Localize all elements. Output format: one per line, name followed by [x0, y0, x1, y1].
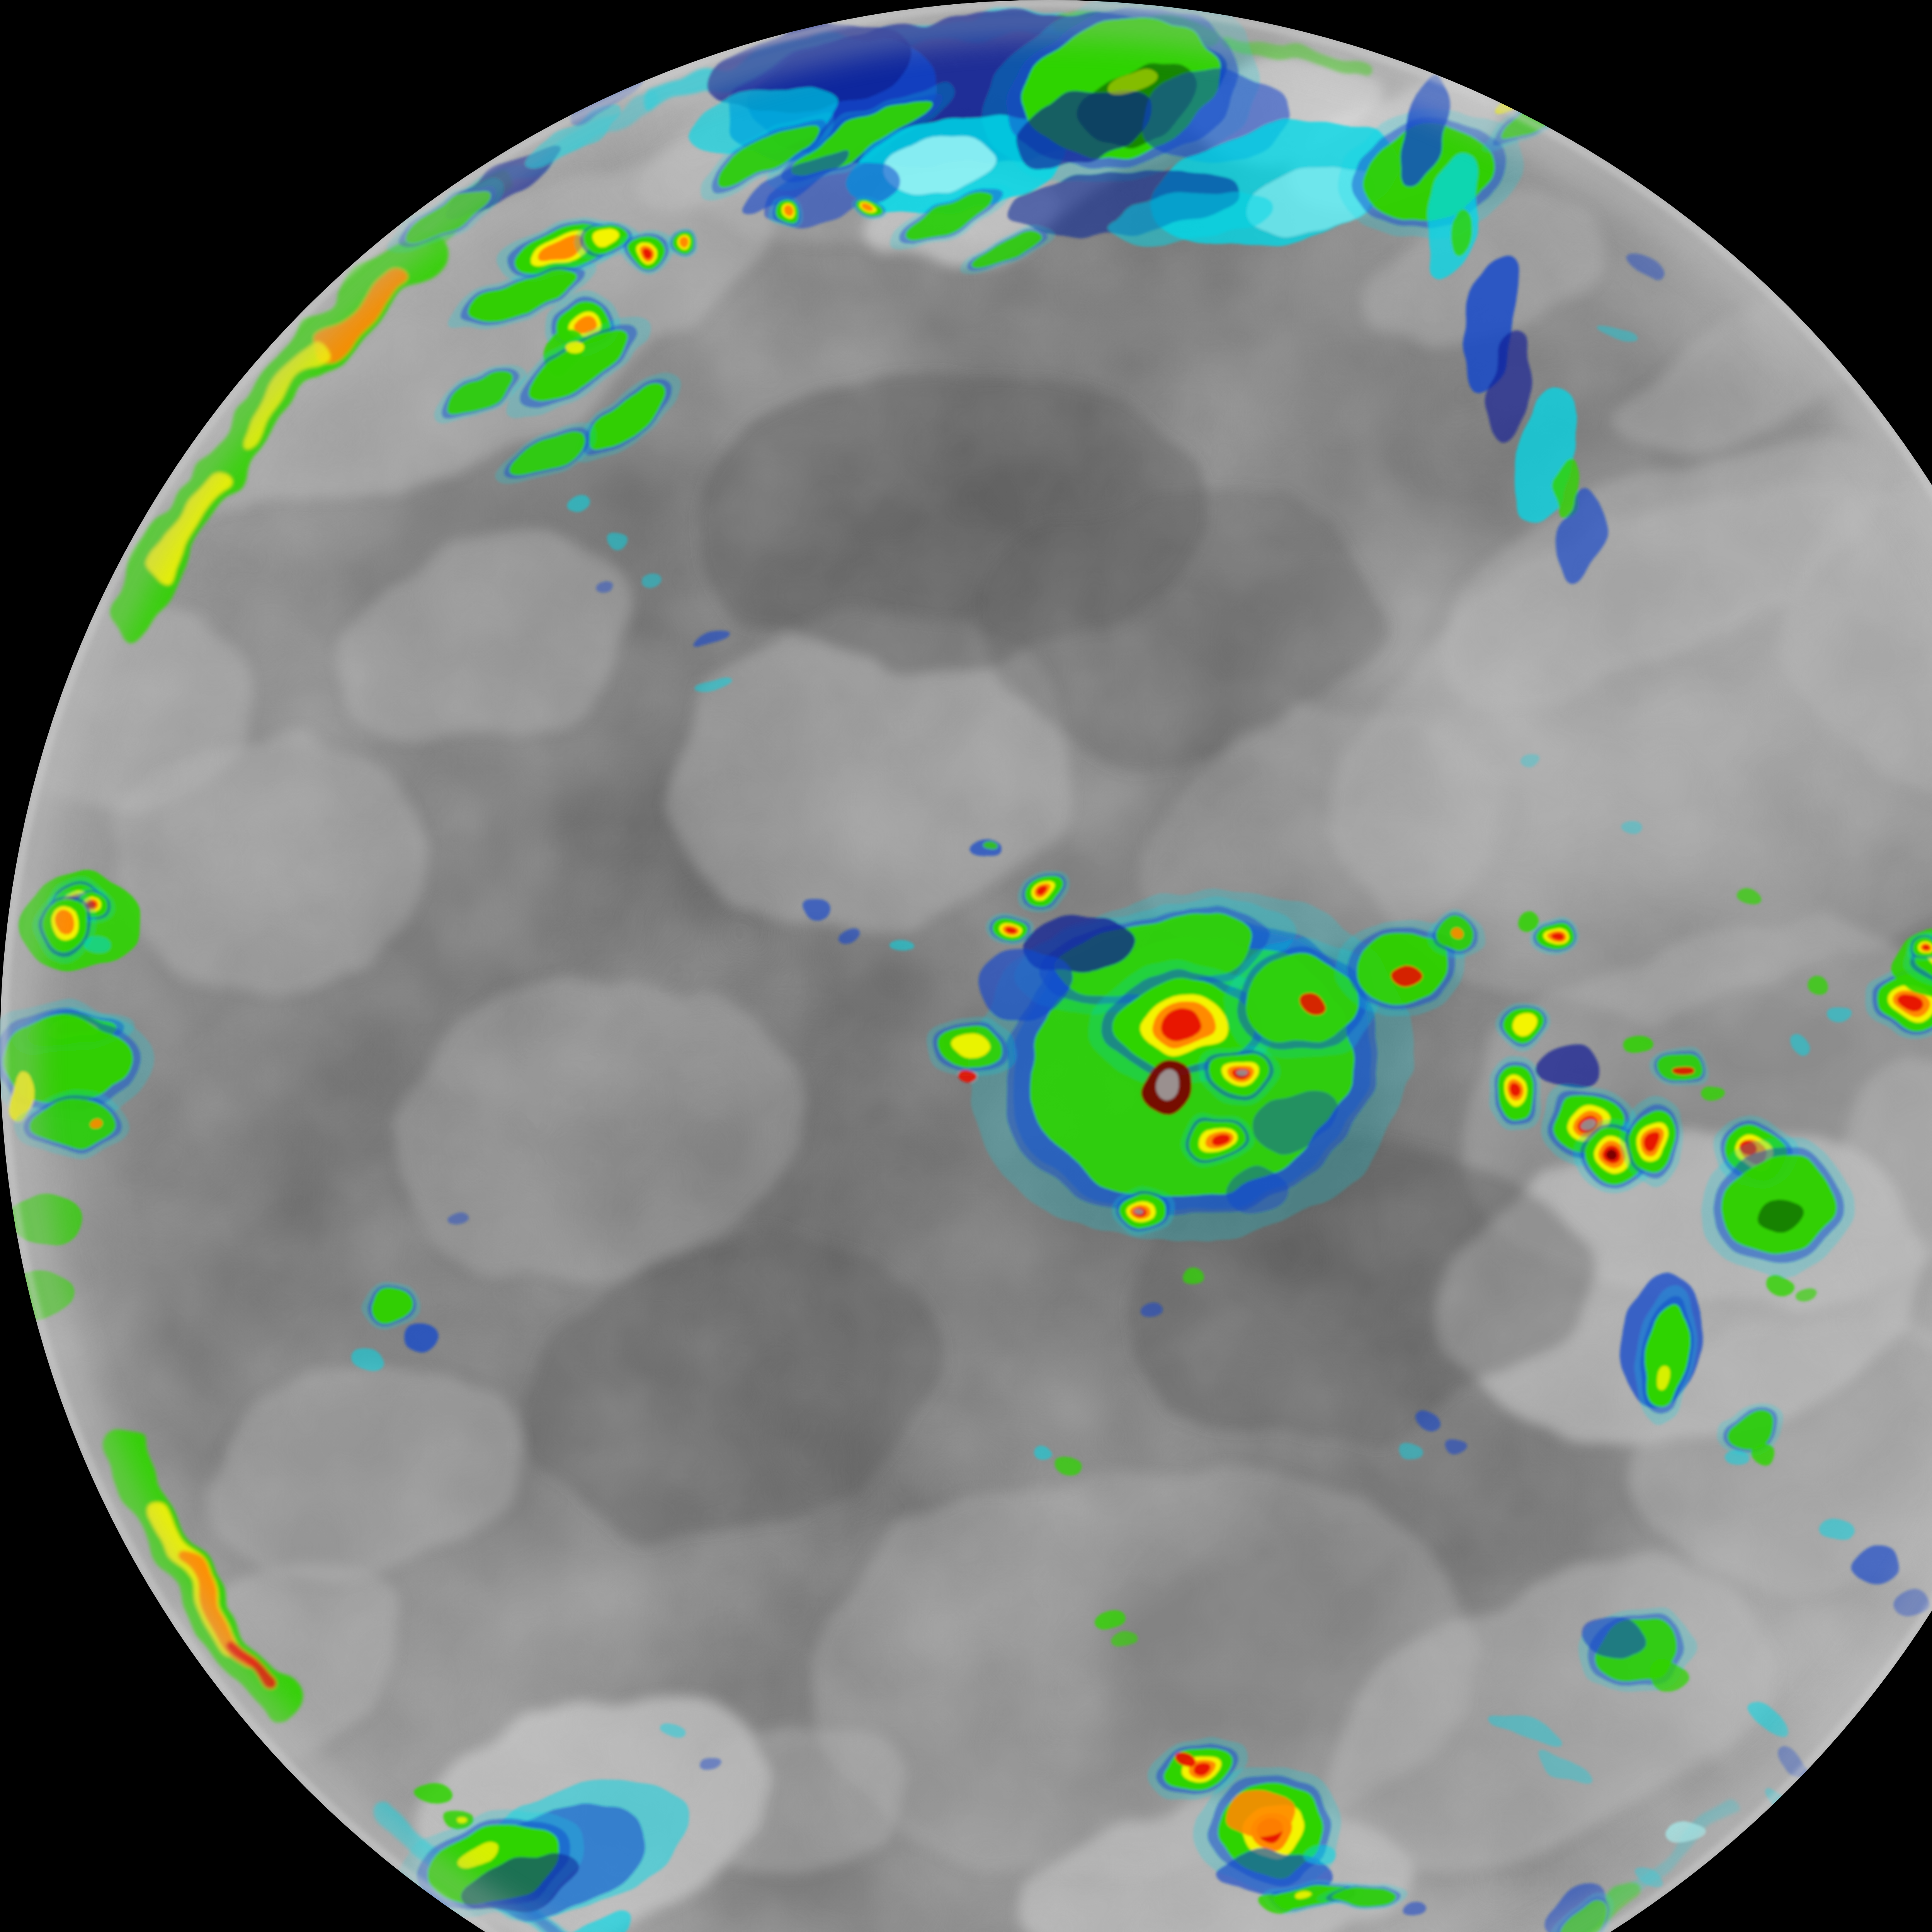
- cold-top-dot: [982, 844, 996, 853]
- storm-orange-level: [867, 206, 876, 213]
- storm-orange-level: [677, 241, 687, 250]
- enhancement-patch: [701, 1755, 721, 1769]
- enhancement-patch: [1822, 1517, 1850, 1537]
- enhancement-patch: [1307, 1845, 1338, 1864]
- enhancement-patch: [1515, 910, 1539, 930]
- satellite-full-disk-image: Full-disk geostationary satellite infrar…: [0, 0, 1932, 1932]
- cold-top-dot: [1299, 1888, 1313, 1896]
- storm-yellow-level: [1509, 1017, 1532, 1036]
- enhancement-patch: [352, 1349, 384, 1372]
- cold-top-dot: [1305, 997, 1327, 1012]
- enhancement-patch: [85, 936, 112, 953]
- cold-top-dot: [1392, 963, 1423, 985]
- enhancement-patch: [1758, 1200, 1804, 1235]
- cold-top-dot: [957, 1069, 973, 1081]
- cold-top-dot: [85, 1117, 97, 1126]
- storm-green-level: [1725, 1412, 1773, 1449]
- cold-top-dot: [1675, 1065, 1689, 1075]
- enhancement-patch: [1696, 1081, 1721, 1100]
- storm-orange-level: [56, 915, 76, 936]
- enhancement-patch: [801, 900, 826, 917]
- storm-red-level: [641, 247, 652, 256]
- enhancement-patch: [1790, 1036, 1813, 1053]
- enhancement-patch: [596, 582, 613, 593]
- enhancement-patch: [403, 1326, 440, 1355]
- cold-top-dot: [1234, 1068, 1245, 1076]
- storm-maroon-level: [1607, 1152, 1617, 1160]
- storm-green-level: [369, 1289, 413, 1324]
- storm-red-level: [1509, 1082, 1521, 1099]
- cold-top-dot: [1657, 1365, 1671, 1388]
- storm-red-level: [1646, 1131, 1661, 1150]
- cold-top-dot: [1225, 1792, 1293, 1840]
- enhancement-patch: [1749, 1444, 1777, 1464]
- storm-orange-level: [779, 207, 790, 216]
- cold-top-dot: [1453, 934, 1468, 944]
- enhancement-patch: [1179, 1267, 1203, 1285]
- enhancement-patch: [1646, 1658, 1692, 1689]
- enhancement-patch: [417, 1783, 450, 1804]
- enhancement-patch: [1723, 1449, 1747, 1464]
- enhancement-patch: [1735, 893, 1758, 910]
- enhancement-patch: [1764, 1272, 1792, 1292]
- cold-top-dot: [1173, 1751, 1193, 1767]
- enhancement-patch: [661, 1723, 684, 1739]
- cold-top-dot: [1155, 1068, 1179, 1100]
- enhancement-patch: [1112, 1634, 1135, 1651]
- storm-red-level: [1211, 1135, 1225, 1146]
- enhancement-patch: [1584, 1619, 1646, 1658]
- storm-yellow-level: [950, 1030, 991, 1058]
- enhancement-patch: [841, 928, 863, 944]
- enhancement-patch: [1791, 1288, 1811, 1302]
- enhancement-patch: [568, 494, 591, 511]
- screenshot-root: Full-disk geostationary satellite infrar…: [0, 0, 1932, 1932]
- storm-red-level: [1039, 885, 1049, 894]
- enhancement-patch: [648, 575, 666, 588]
- enhancement-patch: [608, 536, 628, 550]
- cold-top-dot: [454, 1814, 463, 1820]
- enhancement-patch: [1621, 821, 1641, 834]
- enhancement-patch: [1030, 1447, 1050, 1461]
- storm-red-level: [1901, 994, 1922, 1009]
- storm-red-level: [1006, 924, 1016, 932]
- enhancement-patch: [1537, 1047, 1602, 1087]
- enhancement-patch: [1400, 1902, 1423, 1917]
- enhancement-patch: [1398, 1447, 1417, 1460]
- storm-red-level: [1921, 946, 1929, 953]
- enhancement-patch: [1096, 1610, 1124, 1630]
- enhancement-patch: [1522, 752, 1540, 764]
- enhancement-patch: [1443, 1439, 1464, 1453]
- storm-red-level: [1549, 932, 1559, 940]
- enhancement-patch: [1418, 1414, 1443, 1431]
- enhancement-patch: [1625, 1033, 1653, 1055]
- enhancement-patch: [1141, 1303, 1163, 1318]
- enhancement-patch: [446, 1216, 466, 1230]
- cold-top-dot: [566, 343, 583, 354]
- enhancement-patch: [1049, 1455, 1077, 1475]
- enhancement-patch: [1829, 1005, 1851, 1021]
- cold-top-dot: [1137, 1208, 1146, 1215]
- enhancement-patch: [888, 940, 908, 954]
- enhancement-patch: [1804, 977, 1829, 995]
